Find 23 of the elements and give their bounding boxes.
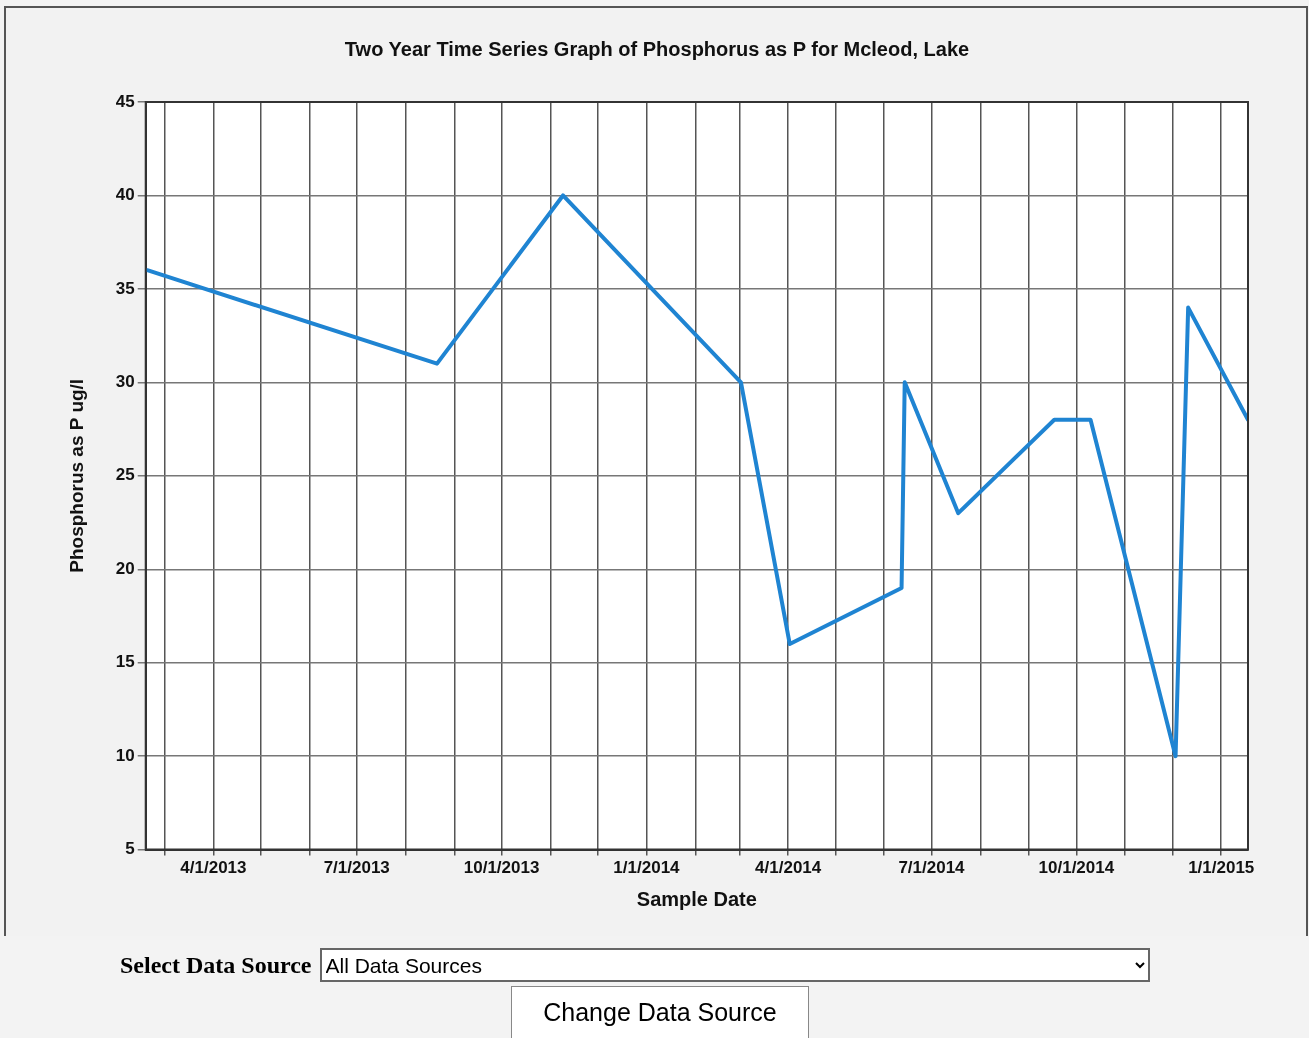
y-axis-title: Phosphorus as P ug/l: [65, 378, 87, 573]
y-tick-label: 25: [115, 465, 135, 485]
x-tick-label: 4/1/2014: [755, 858, 822, 878]
x-tick-label: 7/1/2013: [323, 858, 390, 878]
y-tick-label: 5: [125, 839, 135, 859]
y-tick-label: 15: [115, 652, 135, 672]
x-axis-title: Sample Date: [636, 887, 757, 910]
x-tick-label: 1/1/2015: [1188, 858, 1255, 878]
y-tick-label: 20: [115, 558, 135, 578]
x-tick-label: 1/1/2014: [613, 858, 681, 878]
data-source-select: All Data Sources: [319, 948, 1150, 982]
y-tick-label: 10: [115, 745, 135, 765]
x-tick-label: 4/1/2013: [180, 858, 247, 878]
text: Select Data Source: [120, 951, 312, 979]
chart-title: Two Year Time Series Graph of Phosphorus as P for Mcleod, Lake: [344, 37, 970, 60]
y-tick-label: 30: [115, 372, 135, 392]
x-tick-label: 7/1/2014: [898, 858, 966, 878]
x-tick-label: 10/1/2013: [463, 858, 540, 878]
y-tick-label: 45: [115, 91, 135, 111]
x-tick-label: 10/1/2014: [1038, 858, 1115, 878]
y-tick-label: 35: [115, 278, 135, 298]
change-source-button: Change Data Source: [511, 986, 809, 1038]
y-tick-label: 40: [115, 185, 135, 205]
